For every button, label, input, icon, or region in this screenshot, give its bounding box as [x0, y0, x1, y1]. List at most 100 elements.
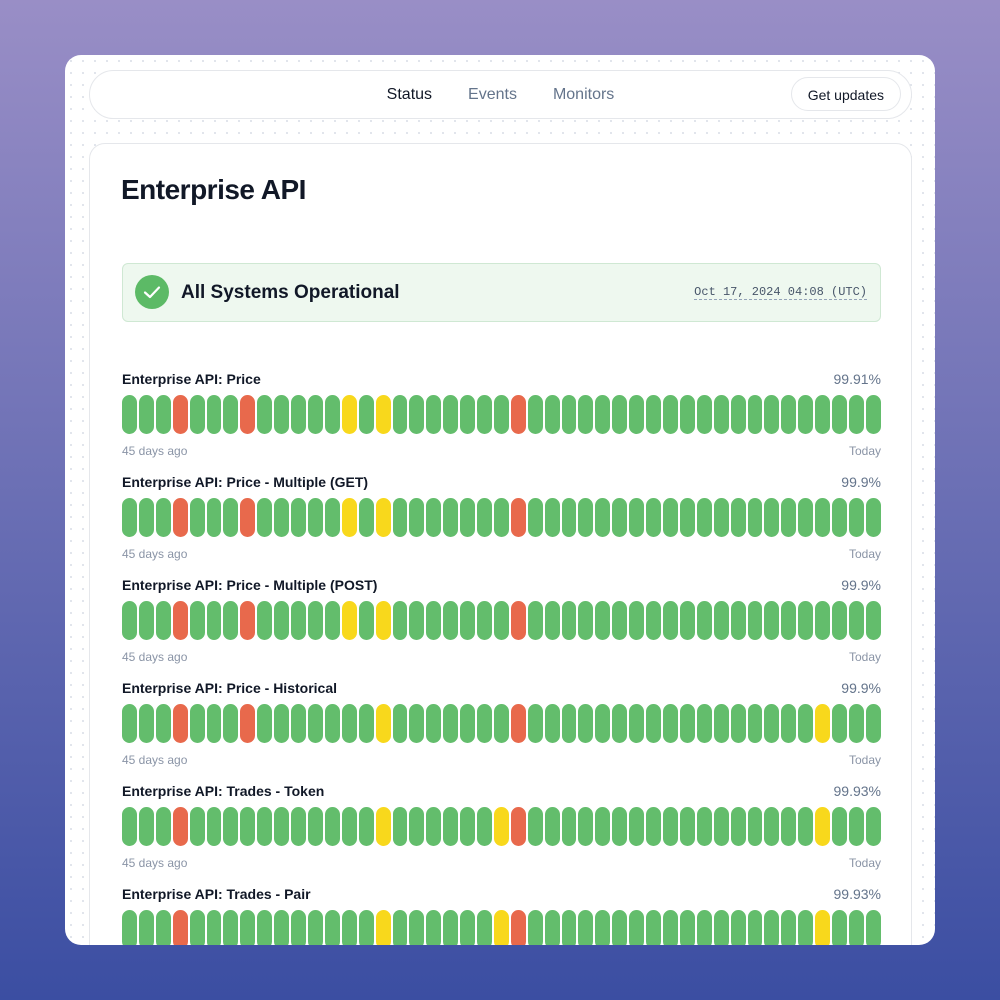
- day-bar: [257, 910, 273, 945]
- day-bar: [189, 704, 205, 743]
- day-bar: [595, 704, 611, 743]
- day-bar: [426, 704, 442, 743]
- day-bar: [426, 395, 442, 434]
- day-bar: [544, 910, 560, 945]
- day-bar: [189, 807, 205, 846]
- day-bar: [629, 807, 645, 846]
- day-bar: [612, 807, 628, 846]
- day-bar: [206, 704, 222, 743]
- day-bar: [341, 498, 357, 537]
- day-bar: [663, 395, 678, 434]
- day-bar: [544, 807, 560, 846]
- day-bar: [240, 498, 256, 537]
- day-bar: [392, 807, 408, 846]
- day-bar: [392, 910, 408, 945]
- day-bar: [747, 498, 763, 537]
- monitor: Enterprise API: Trades - Token 99.93% 45 d…: [122, 783, 881, 886]
- day-bar: [527, 498, 543, 537]
- day-bar: [477, 498, 492, 537]
- day-bar: [493, 910, 509, 945]
- day-bar: [815, 601, 831, 640]
- day-bar: [409, 704, 425, 743]
- day-bar: [679, 498, 695, 537]
- day-bar: [409, 601, 425, 640]
- day-bar: [223, 498, 239, 537]
- day-bar: [122, 910, 137, 945]
- day-bar: [358, 807, 374, 846]
- day-bar: [324, 910, 340, 945]
- day-bar: [679, 807, 695, 846]
- day-bar: [257, 704, 273, 743]
- day-bar: [358, 910, 374, 945]
- day-bar: [798, 807, 814, 846]
- day-bar: [307, 807, 323, 846]
- day-bar: [764, 498, 780, 537]
- day-bar: [815, 395, 831, 434]
- day-bar: [257, 498, 273, 537]
- uptime-bars: [122, 498, 881, 537]
- day-bar: [291, 704, 306, 743]
- day-bar: [291, 807, 306, 846]
- day-bar: [663, 910, 678, 945]
- day-bar: [696, 601, 712, 640]
- monitor: Enterprise API: Price - Historical 99.9% 4…: [122, 680, 881, 783]
- day-bar: [815, 704, 831, 743]
- timestamp: Oct 17, 2024 04:08 (UTC): [694, 285, 867, 300]
- uptime: 99.93%: [833, 886, 881, 902]
- day-bar: [240, 807, 256, 846]
- day-bar: [341, 601, 357, 640]
- range-end: Today: [848, 650, 881, 664]
- status-text: All Systems Operational: [181, 282, 400, 303]
- day-bar: [848, 498, 864, 537]
- day-bar: [696, 807, 712, 846]
- day-bar: [274, 910, 290, 945]
- day-bar: [189, 601, 205, 640]
- day-bar: [206, 601, 222, 640]
- day-bar: [493, 807, 509, 846]
- day-bar: [426, 601, 442, 640]
- day-bar: [713, 601, 729, 640]
- day-bar: [798, 704, 814, 743]
- day-bar: [781, 498, 797, 537]
- day-bar: [426, 910, 442, 945]
- day-bar: [561, 704, 577, 743]
- day-bar: [155, 601, 171, 640]
- day-bar: [324, 601, 340, 640]
- day-bar: [477, 704, 492, 743]
- range-start: 45 days ago: [122, 650, 188, 664]
- get-updates-button[interactable]: Get updates: [790, 77, 901, 111]
- day-bar: [409, 395, 425, 434]
- day-bar: [443, 704, 459, 743]
- day-bar: [865, 807, 881, 846]
- day-bar: [764, 395, 780, 434]
- day-bar: [798, 601, 814, 640]
- day-bar: [138, 395, 154, 434]
- main-panel: Enterprise API All Systems Operational O…: [89, 143, 912, 945]
- nav-link[interactable]: Status: [386, 85, 433, 103]
- day-bar: [460, 807, 476, 846]
- day-bar: [578, 807, 594, 846]
- day-bar: [696, 498, 712, 537]
- day-bar: [578, 910, 594, 945]
- day-bar: [392, 498, 408, 537]
- day-bar: [223, 910, 239, 945]
- day-bar: [646, 395, 661, 434]
- day-bar: [172, 498, 188, 537]
- day-bar: [409, 498, 425, 537]
- day-bar: [240, 704, 256, 743]
- page-title: Enterprise API: [121, 174, 306, 205]
- day-bar: [629, 910, 645, 945]
- day-bar: [172, 395, 188, 434]
- monitor-list: Enterprise API: Price 99.91% 45 days ago To…: [122, 371, 881, 945]
- uptime: 99.91%: [833, 371, 881, 387]
- day-bar: [358, 498, 374, 537]
- nav-link[interactable]: Events: [468, 85, 517, 103]
- day-bar: [696, 910, 712, 945]
- day-bar: [865, 498, 881, 537]
- day-bar: [341, 807, 357, 846]
- day-bar: [122, 807, 137, 846]
- nav-link[interactable]: Monitors: [552, 85, 615, 103]
- day-bar: [375, 910, 391, 945]
- day-bar: [544, 498, 560, 537]
- day-bar: [443, 498, 459, 537]
